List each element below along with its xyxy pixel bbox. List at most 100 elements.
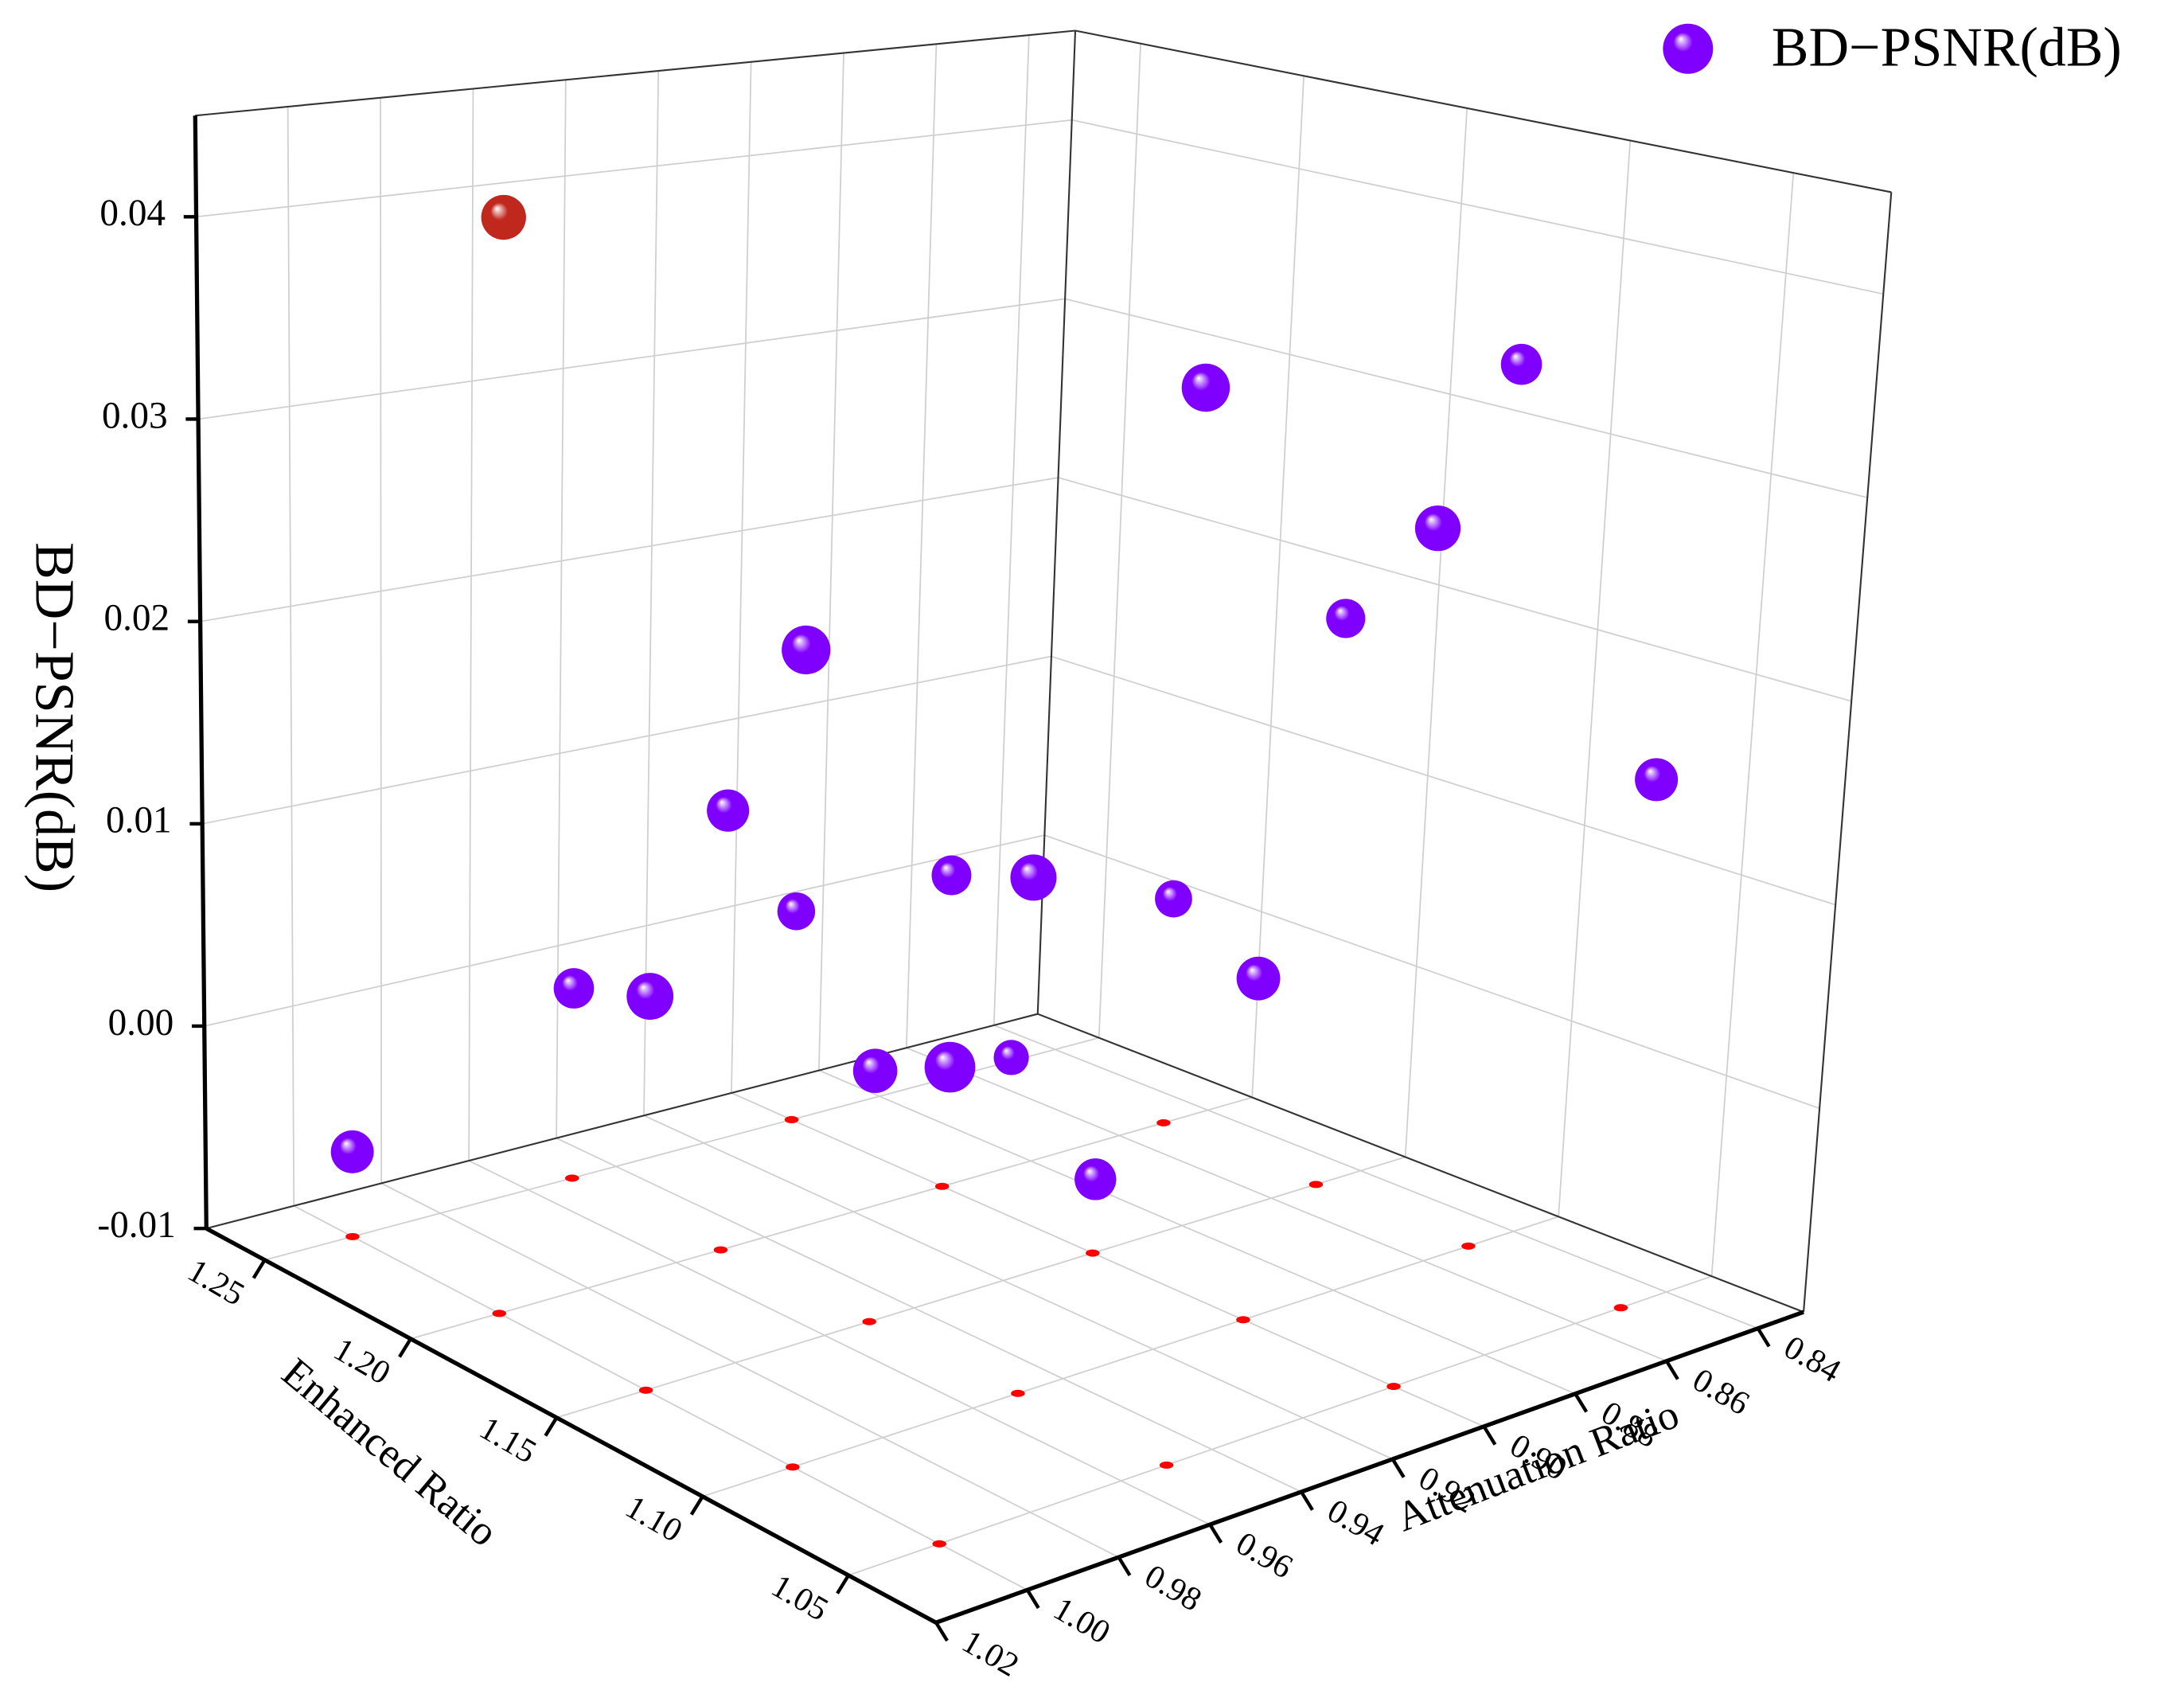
x-tick-label: 0.84 <box>1778 1329 1847 1390</box>
floor-projection <box>1386 1383 1401 1391</box>
x-tick-label: 0.86 <box>1687 1362 1756 1423</box>
x-tick <box>1574 1392 1589 1413</box>
grid-line <box>287 106 295 1206</box>
point <box>1155 880 1192 918</box>
floor-projection <box>932 1540 946 1548</box>
point <box>782 625 831 675</box>
grid-line <box>556 80 567 1138</box>
point <box>1635 758 1679 802</box>
grid-line <box>905 44 938 1048</box>
z-tick-label: 0.00 <box>108 1002 174 1044</box>
x-tick <box>934 1622 949 1642</box>
x-tick-label: 1.00 <box>1047 1591 1117 1652</box>
floor-projection <box>1236 1316 1250 1324</box>
x-tick-label: 0.96 <box>1230 1525 1299 1587</box>
grid-line <box>380 97 383 1184</box>
point <box>993 1040 1029 1075</box>
grid-line <box>848 1275 1712 1576</box>
floor-projection <box>713 1246 728 1254</box>
y-tick-label: 1.15 <box>474 1410 543 1471</box>
point <box>1414 505 1461 552</box>
legend-marker <box>1663 23 1714 74</box>
point <box>1500 343 1542 385</box>
grid-line <box>556 1156 1406 1419</box>
floor-projection <box>1159 1461 1174 1470</box>
point <box>924 1041 976 1093</box>
x-axis <box>935 1310 1804 1625</box>
grid-line <box>204 834 1045 1027</box>
grid-line <box>1404 107 1468 1157</box>
grid-line <box>468 1160 1211 1525</box>
point <box>626 973 674 1020</box>
x-tick-label: 0.94 <box>1321 1493 1390 1554</box>
z-tick-label: 0.03 <box>102 395 168 436</box>
x-tick <box>1665 1360 1679 1380</box>
y-tick-label: 1.05 <box>765 1567 834 1629</box>
legend-label: BD−PSNR(dB) <box>1772 18 2122 79</box>
point <box>1236 956 1281 1001</box>
grid-line <box>196 119 1072 218</box>
grid-line <box>1071 119 1884 295</box>
grid-line <box>380 1182 1119 1558</box>
z-tick-label: -0.01 <box>97 1204 175 1246</box>
grid-line <box>906 1047 1667 1362</box>
floor-projection <box>638 1386 653 1394</box>
floor-projection <box>1011 1389 1025 1397</box>
y-tick-label: 1.10 <box>619 1489 688 1550</box>
x-tick <box>1482 1425 1497 1446</box>
x-tick <box>1300 1490 1314 1511</box>
x-tick <box>1390 1458 1406 1478</box>
grid-line <box>993 1025 1758 1329</box>
grid-line <box>993 35 1030 1025</box>
grid-line <box>410 1096 1253 1340</box>
z-axis <box>193 115 209 1229</box>
grid-line <box>1098 43 1141 1038</box>
x-tick-label: 0.98 <box>1138 1558 1207 1619</box>
grid-line <box>731 1092 1484 1427</box>
grid-line <box>1058 477 1852 702</box>
grid-line <box>1558 140 1632 1217</box>
grid-line <box>293 1205 1028 1591</box>
grid-line <box>200 477 1059 623</box>
point <box>481 194 526 240</box>
x-tick <box>1756 1327 1771 1348</box>
floor-projection <box>345 1232 360 1240</box>
x-tick <box>1208 1523 1223 1544</box>
box-edge <box>205 1013 1039 1230</box>
point <box>852 1048 898 1093</box>
y-tick <box>836 1574 850 1595</box>
floor-projection <box>1086 1249 1100 1257</box>
grid-line <box>643 1114 1394 1460</box>
y-axis <box>205 1226 938 1625</box>
grid-line <box>1044 834 1820 1110</box>
grid-line <box>731 61 752 1093</box>
y-tick <box>544 1416 559 1437</box>
z-tick-label: 0.02 <box>103 597 170 638</box>
y-tick <box>398 1337 412 1358</box>
grid-line <box>818 53 844 1071</box>
z-tick-label: 0.04 <box>99 193 166 234</box>
x-tick <box>1025 1589 1040 1610</box>
grid-line <box>1064 298 1868 498</box>
box-edge <box>195 29 1076 117</box>
z-axis-title: BD−PSNR(dB) <box>23 542 84 892</box>
box-edge <box>1802 192 1893 1313</box>
grid-line <box>202 655 1052 825</box>
floor-projection <box>784 1115 799 1124</box>
floor-projection <box>1308 1181 1324 1189</box>
x-tick <box>1117 1556 1132 1577</box>
y-tick <box>689 1495 704 1516</box>
point <box>1326 599 1366 638</box>
floor-projection <box>1461 1242 1476 1250</box>
grid-line <box>1251 76 1305 1098</box>
point <box>931 855 972 896</box>
point <box>330 1130 374 1173</box>
floor-projection <box>934 1182 950 1190</box>
y-axis-title: Enhanced Ratio <box>273 1349 506 1556</box>
y-tick-label: 1.25 <box>181 1252 251 1314</box>
z-tick-label: 0.01 <box>106 800 172 841</box>
floor-projection <box>1613 1304 1628 1312</box>
box-edge <box>1074 29 1892 193</box>
point <box>1074 1158 1117 1200</box>
